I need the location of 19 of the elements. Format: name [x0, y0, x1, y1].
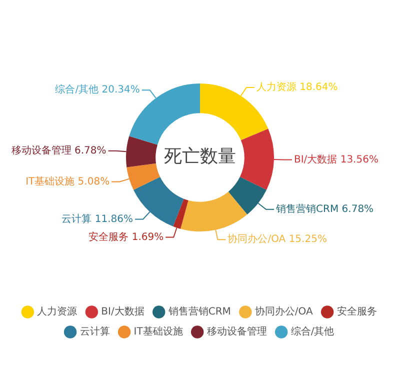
legend-label: 云计算	[80, 326, 110, 338]
category-label: 安全服务 1.69%	[88, 232, 164, 243]
legend-label: 人力资源	[37, 306, 78, 318]
legend-label: 协同办公/OA	[254, 306, 313, 318]
legend-label: BI/大数据	[101, 306, 144, 318]
category-label: 人力资源 18.64%	[256, 82, 338, 94]
legend-label: IT基础设施	[134, 326, 183, 338]
legend-label: 安全服务	[336, 306, 377, 318]
text: 死亡数量	[164, 146, 236, 168]
category-label: 销售营销CRM 6.78%	[276, 204, 374, 215]
category-label: 云计算 11.86%	[62, 214, 134, 225]
category-label: 移动设备管理 6.78%	[11, 145, 106, 156]
category-label: 协同办公/OA 15.25%	[228, 234, 327, 246]
legend-label: 移动设备管理	[206, 326, 267, 338]
category-label: BI/大数据 13.56%	[294, 154, 378, 166]
category-label: 综合/其他 20.34%	[55, 84, 140, 96]
legend-label: 综合/其他	[290, 326, 334, 338]
category-label: IT基础设施 5.08%	[26, 176, 110, 188]
legend-label: 销售营销CRM	[167, 306, 231, 318]
